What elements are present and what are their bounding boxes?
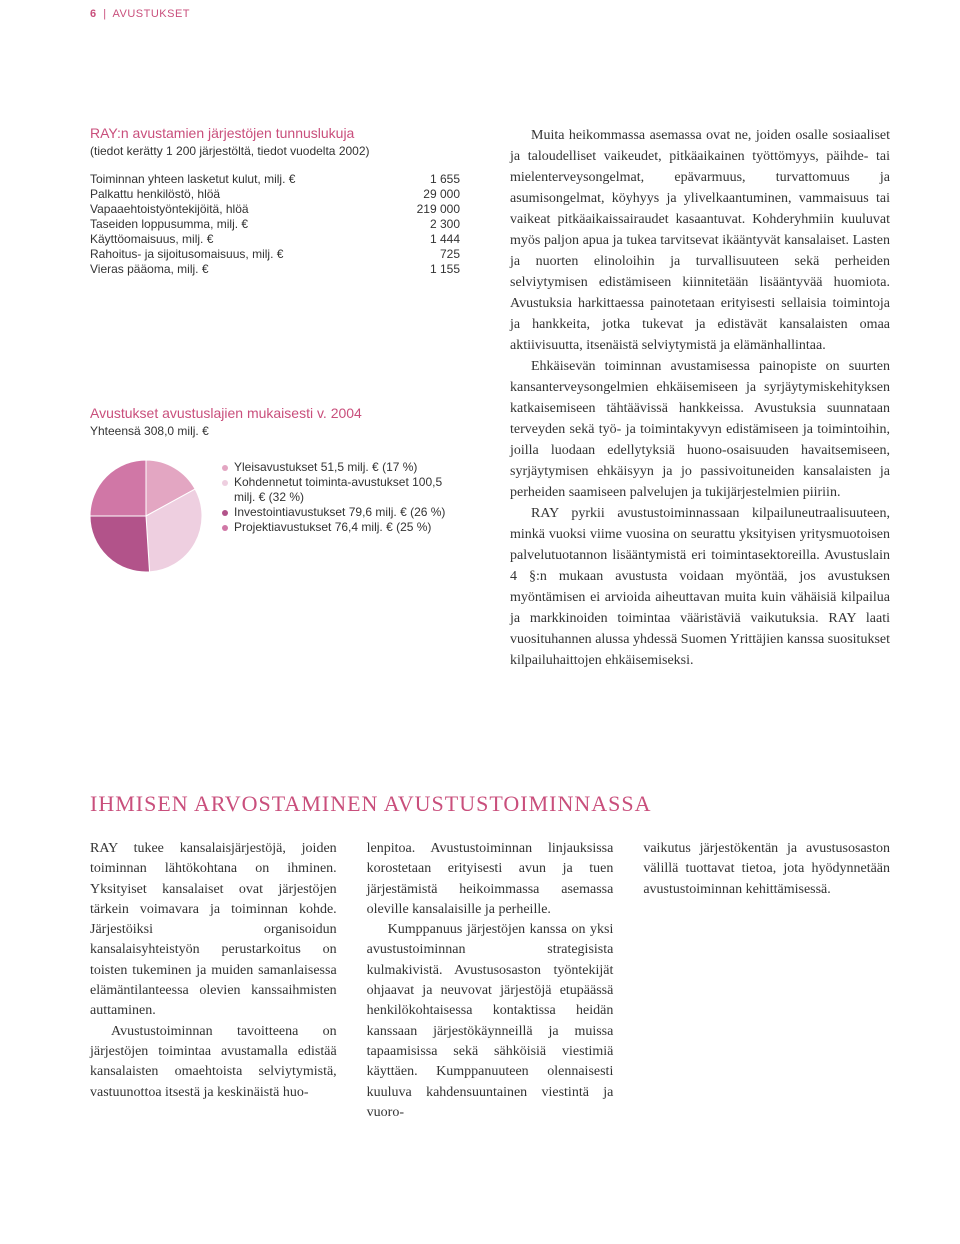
legend-item: Kohdennetut toiminta-avustukset 100,5 mi… — [222, 475, 460, 505]
legend-label: Kohdennetut toiminta-avustukset 100,5 mi… — [234, 475, 460, 505]
table-row: Palkattu henkilöstö, hlöä 29 000 — [90, 187, 460, 202]
pie-chart — [90, 460, 202, 572]
body-paragraph: Ehkäisevän toiminnan avustamisessa paino… — [510, 356, 890, 503]
col-paragraph: Kumppanuus järjestöjen kanssa on yksi av… — [367, 920, 614, 1123]
body-paragraph: Muita heikommassa asemassa ovat ne, joid… — [510, 125, 890, 356]
bullet-icon — [222, 510, 228, 516]
stat-label: Rahoitus- ja sijoitusomaisuus, milj. € — [90, 247, 283, 262]
bullet-icon — [222, 480, 228, 486]
bullet-icon — [222, 525, 228, 531]
legend-item: Projektiavustukset 76,4 milj. € (25 %) — [222, 520, 460, 535]
stat-label: Toiminnan yhteen lasketut kulut, milj. € — [90, 172, 295, 187]
pie-subtitle: Yhteensä 308,0 milj. € — [90, 424, 460, 438]
page-header: 6 | AVUSTUKSET — [0, 0, 960, 20]
body-paragraph: RAY pyrkii avustustoiminnassaan kilpailu… — [510, 503, 890, 671]
stat-value: 725 — [440, 247, 460, 262]
table-row: Vapaaehtoistyöntekijöitä, hlöä 219 000 — [90, 202, 460, 217]
section-name: AVUSTUKSET — [113, 8, 191, 20]
stat-value: 1 444 — [430, 232, 460, 247]
table-row: Käyttöomaisuus, milj. € 1 444 — [90, 232, 460, 247]
bullet-icon — [222, 465, 228, 471]
table-row: Rahoitus- ja sijoitusomaisuus, milj. € 72… — [90, 247, 460, 262]
col-paragraph: lenpitoa. Avustustoiminnan linjauksissa … — [367, 839, 614, 920]
col-paragraph: vaikutus järjestökentän ja avustusosasto… — [643, 839, 890, 900]
upper-content: RAY:n avustamien järjestöjen tunnuslukuj… — [0, 20, 960, 671]
header-divider: | — [103, 8, 106, 20]
pie-title: Avustukset avustuslajien mukaisesti v. 2… — [90, 405, 460, 421]
stat-value: 1 155 — [430, 262, 460, 277]
column-3: vaikutus järjestökentän ja avustusosasto… — [643, 839, 890, 1123]
left-column: RAY:n avustamien järjestöjen tunnuslukuj… — [90, 125, 460, 671]
three-columns: RAY tukee kansalaisjärjestöjä, joiden to… — [90, 839, 890, 1123]
stat-value: 219 000 — [417, 202, 460, 217]
stat-label: Taseiden loppusumma, milj. € — [90, 217, 248, 232]
legend-label: Yleisavustukset 51,5 milj. € (17 %) — [234, 460, 417, 475]
table-row: Toiminnan yhteen lasketut kulut, milj. €… — [90, 172, 460, 187]
right-column: Muita heikommassa asemassa ovat ne, joid… — [510, 125, 890, 671]
col-paragraph: Avustustoiminnan tavoitteena on järjestö… — [90, 1022, 337, 1103]
lower-section: IHMISEN ARVOSTAMINEN AVUSTUSTOIMINNASSA … — [0, 791, 960, 1123]
stat-label: Käyttöomaisuus, milj. € — [90, 232, 213, 247]
lower-title: IHMISEN ARVOSTAMINEN AVUSTUSTOIMINNASSA — [90, 791, 890, 817]
stat-value: 29 000 — [423, 187, 460, 202]
column-2: lenpitoa. Avustustoiminnan linjauksissa … — [367, 839, 614, 1123]
stat-label: Vapaaehtoistyöntekijöitä, hlöä — [90, 202, 249, 217]
stat-value: 2 300 — [430, 217, 460, 232]
table-row: Vieras pääoma, milj. € 1 155 — [90, 262, 460, 277]
table-row: Taseiden loppusumma, milj. € 2 300 — [90, 217, 460, 232]
legend-label: Investointiavustukset 79,6 milj. € (26 %… — [234, 505, 445, 520]
stats-title: RAY:n avustamien järjestöjen tunnuslukuj… — [90, 125, 460, 141]
column-1: RAY tukee kansalaisjärjestöjä, joiden to… — [90, 839, 337, 1123]
pie-legend: Yleisavustukset 51,5 milj. € (17 %) Kohd… — [222, 460, 460, 535]
stat-label: Vieras pääoma, milj. € — [90, 262, 209, 277]
legend-item: Yleisavustukset 51,5 milj. € (17 %) — [222, 460, 460, 475]
legend-label: Projektiavustukset 76,4 milj. € (25 %) — [234, 520, 431, 535]
stat-label: Palkattu henkilöstö, hlöä — [90, 187, 220, 202]
col-paragraph: RAY tukee kansalaisjärjestöjä, joiden to… — [90, 839, 337, 1022]
stats-table: Toiminnan yhteen lasketut kulut, milj. €… — [90, 172, 460, 277]
stat-value: 1 655 — [430, 172, 460, 187]
pie-wrap: Yleisavustukset 51,5 milj. € (17 %) Kohd… — [90, 460, 460, 572]
page-number: 6 — [90, 8, 97, 20]
legend-item: Investointiavustukset 79,6 milj. € (26 %… — [222, 505, 460, 520]
stats-subtitle: (tiedot kerätty 1 200 järjestöltä, tiedo… — [90, 144, 460, 158]
